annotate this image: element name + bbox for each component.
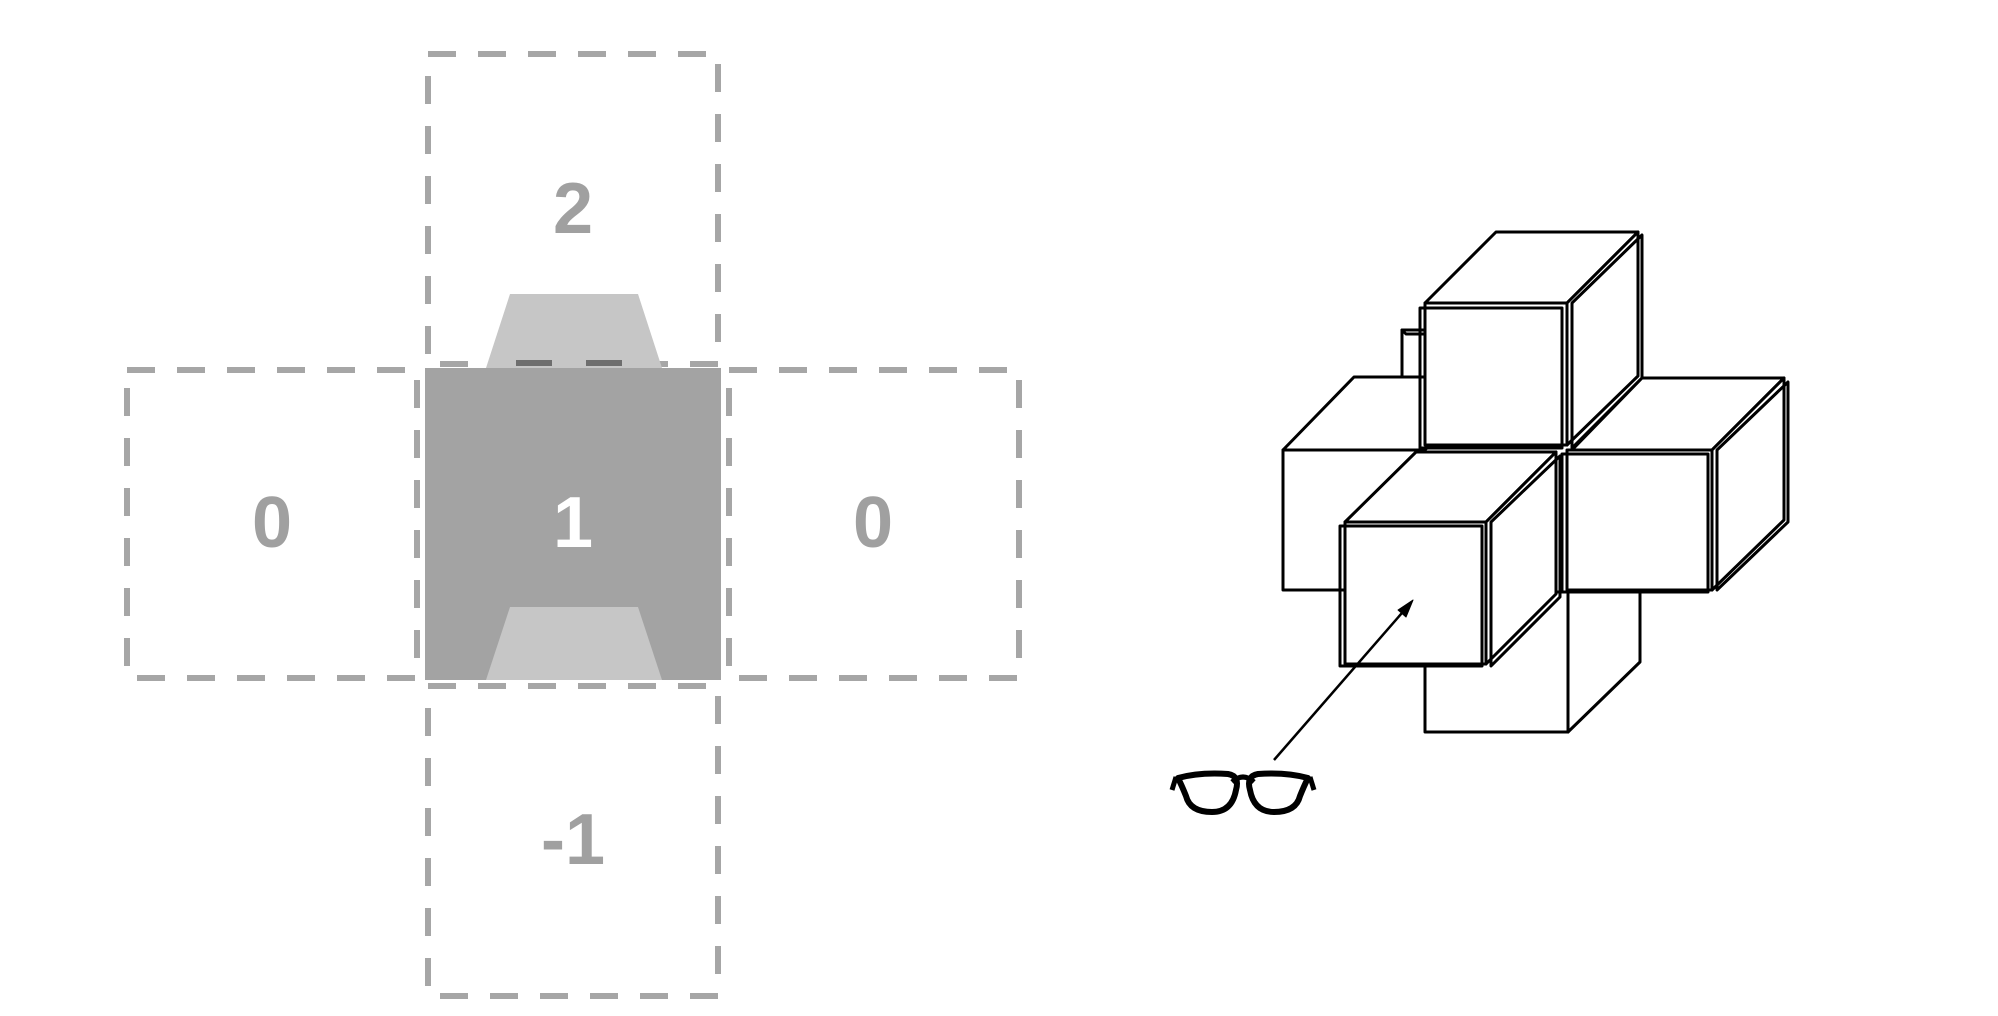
edge-dash-2 (586, 360, 622, 366)
cube-top (1418, 230, 1644, 450)
view-direction-arrow-icon (1273, 599, 1414, 761)
cube-cross-3d (1169, 230, 1790, 815)
edge-dash-1 (516, 360, 552, 366)
trapezoid-top (486, 294, 662, 368)
net-label-bottom: -1 (541, 800, 605, 880)
trapezoid-bottom (486, 607, 662, 680)
cube-net: 2 0 1 0 -1 (124, 51, 1022, 999)
net-label-center: 1 (553, 483, 593, 563)
net-label-top: 2 (553, 169, 593, 249)
glasses-icon (1169, 770, 1317, 815)
cube-right (1560, 376, 1790, 594)
net-label-right: 0 (853, 483, 893, 563)
net-label-left: 0 (252, 483, 292, 563)
cube-front (1338, 450, 1562, 668)
